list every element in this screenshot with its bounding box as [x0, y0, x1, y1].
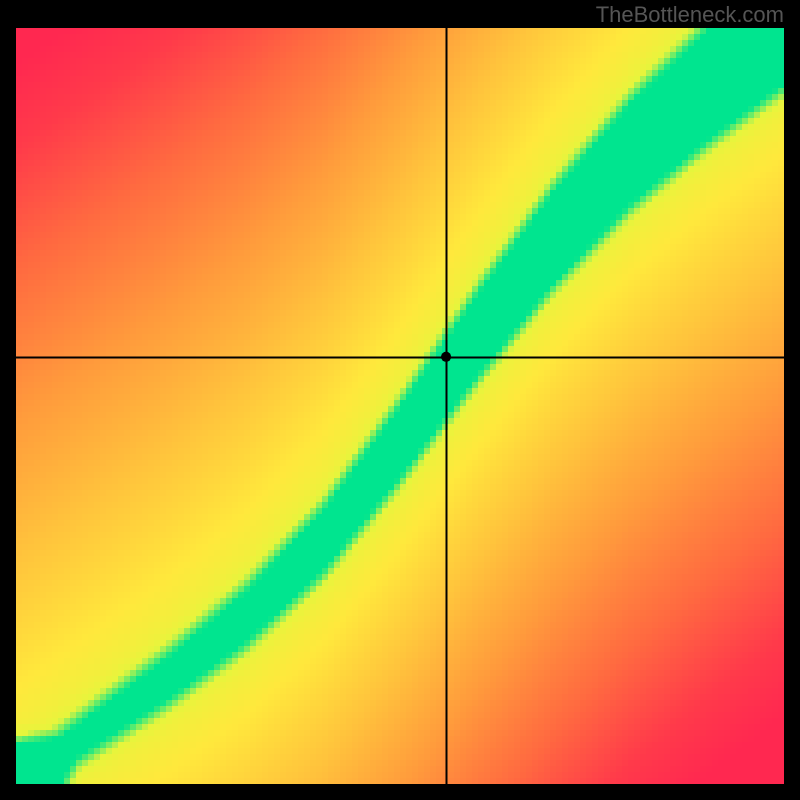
chart-container: TheBottleneck.com	[0, 0, 800, 800]
watermark-text: TheBottleneck.com	[596, 2, 784, 28]
bottleneck-heatmap	[0, 0, 800, 800]
